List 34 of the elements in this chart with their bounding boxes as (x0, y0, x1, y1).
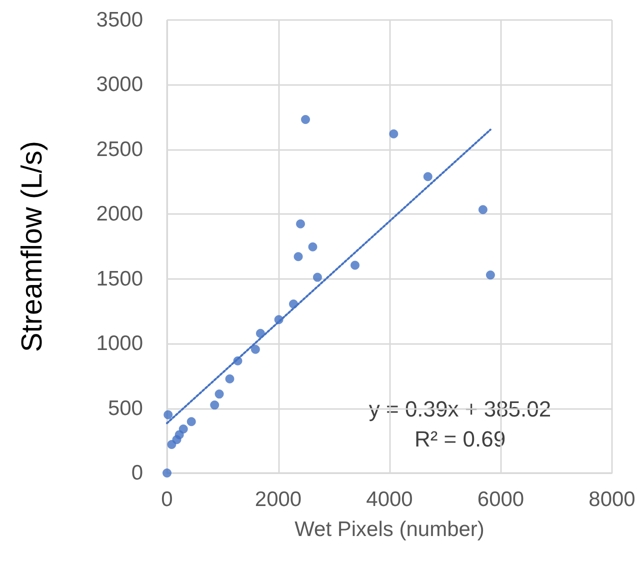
y-tick-label: 1500 (96, 267, 143, 290)
x-axis-title: Wet Pixels (number) (294, 518, 484, 541)
y-tick-label: 500 (108, 396, 143, 420)
point (164, 410, 173, 420)
point (250, 344, 260, 354)
y-tick-label: 3000 (96, 73, 143, 96)
point (486, 270, 495, 280)
point (178, 424, 188, 434)
annotation: R² = 0.69 (414, 426, 506, 452)
y-axis-title: Streamflow (L/s) (16, 140, 48, 352)
x-tick-label: 8000 (588, 488, 636, 511)
point (350, 260, 360, 270)
y-tick-label: 2500 (96, 138, 143, 161)
y-tick-label: 1000 (96, 332, 143, 356)
y-tick-label: 0 (131, 462, 143, 484)
point (162, 468, 172, 478)
point (186, 417, 196, 426)
point (294, 252, 303, 262)
y-tick-label: 2000 (96, 202, 143, 226)
x-tick-label: 2000 (254, 488, 302, 511)
point (210, 400, 220, 410)
point (296, 219, 305, 228)
point (225, 374, 234, 384)
point (423, 172, 432, 182)
point (214, 390, 224, 399)
point (308, 242, 318, 252)
x-tick-label: 4000 (366, 488, 413, 511)
point (301, 115, 310, 124)
point (478, 205, 488, 214)
point (389, 129, 398, 138)
y-tick-label: 3500 (96, 8, 143, 32)
point (312, 272, 322, 282)
x-tick-label: 0 (161, 488, 173, 511)
x-tick-label: 6000 (477, 488, 524, 511)
